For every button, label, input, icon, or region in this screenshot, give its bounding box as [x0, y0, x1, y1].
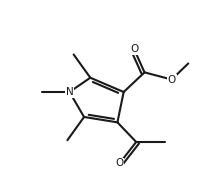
Text: O: O: [168, 75, 176, 84]
Text: O: O: [115, 158, 124, 168]
Text: O: O: [130, 44, 138, 54]
Text: N: N: [66, 87, 73, 97]
